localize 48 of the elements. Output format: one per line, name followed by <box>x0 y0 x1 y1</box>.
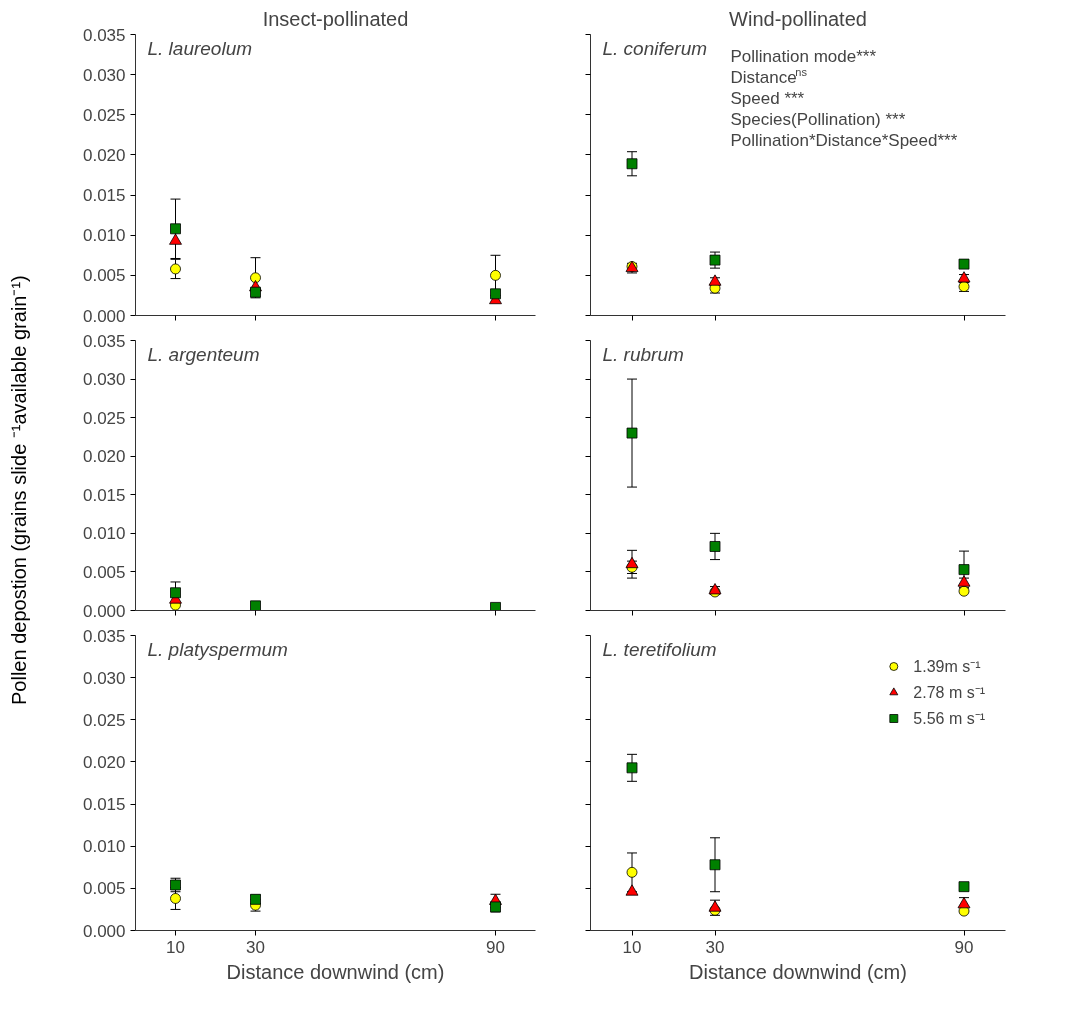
y-tick-label: 0.015 <box>82 485 126 505</box>
y-tick-label: 0.030 <box>82 65 126 85</box>
y-tick-label: 0.015 <box>82 186 126 206</box>
annotation: Pollination*Distance*Speed*** <box>730 131 958 150</box>
x-tick-label: 10 <box>622 937 642 957</box>
y-tick-label: 0.035 <box>82 626 126 646</box>
y-tick-label: 0.030 <box>82 370 126 390</box>
y-tick-label: 0.010 <box>82 837 126 857</box>
annotation: Speed *** <box>730 89 805 108</box>
y-tick-label: 0.005 <box>82 266 126 286</box>
y-tick-label: 0.005 <box>82 562 126 582</box>
y-tick-label: 0.010 <box>82 226 126 246</box>
y-tick-label: 0.035 <box>82 331 126 351</box>
y-tick-label: 0.005 <box>82 879 126 899</box>
chart-subtitle: L. teretifolium <box>602 639 717 660</box>
y-tick-label: 0.000 <box>82 921 126 941</box>
annotation: Pollination mode*** <box>730 47 877 66</box>
x-tick-label: 30 <box>705 937 725 957</box>
chart-subtitle: L. rubrum <box>602 344 684 365</box>
y-tick-label: 0.020 <box>82 145 126 165</box>
y-tick-label: 0.015 <box>82 795 126 815</box>
chart-title: Wind-pollinated <box>729 7 867 30</box>
legend-label: 5.56 m s⁻¹ <box>913 709 985 729</box>
x-tick-label: 10 <box>166 937 185 957</box>
y-tick-label: 0.025 <box>82 710 126 730</box>
annotation: Species(Pollination) *** <box>730 110 906 129</box>
x-axis-title: Distance downwind (cm) <box>689 960 907 983</box>
legend-label: 1.39m s⁻¹ <box>913 657 981 677</box>
chart-subtitle: L. argenteum <box>147 344 260 365</box>
legend-label: 2.78 m s⁻¹ <box>913 683 985 703</box>
chart-subtitle: L. laureolum <box>147 38 253 59</box>
x-tick-label: 30 <box>246 937 265 957</box>
x-tick-label: 90 <box>486 937 505 957</box>
chart-subtitle: L. platyspermum <box>147 639 288 660</box>
y-tick-label: 0.020 <box>82 752 126 772</box>
y-tick-label: 0.000 <box>82 601 126 621</box>
y-tick-label: 0.035 <box>82 25 126 45</box>
y-tick-label: 0.025 <box>82 408 126 428</box>
x-axis-title: Distance downwind (cm) <box>226 960 445 983</box>
y-tick-label: 0.010 <box>82 524 126 544</box>
x-tick-label: 90 <box>954 937 974 957</box>
y-tick-label: 0.000 <box>82 306 126 326</box>
y-tick-label: 0.025 <box>82 105 126 125</box>
chart-title: Insect-pollinated <box>262 7 409 30</box>
y-tick-label: 0.030 <box>82 668 126 688</box>
y-tick-label: 0.020 <box>82 447 126 467</box>
chart-subtitle: L. coniferum <box>602 38 708 59</box>
y-axis-title: Pollen depostion (grains slide ⁻¹available grain⁻¹) <box>7 275 31 705</box>
